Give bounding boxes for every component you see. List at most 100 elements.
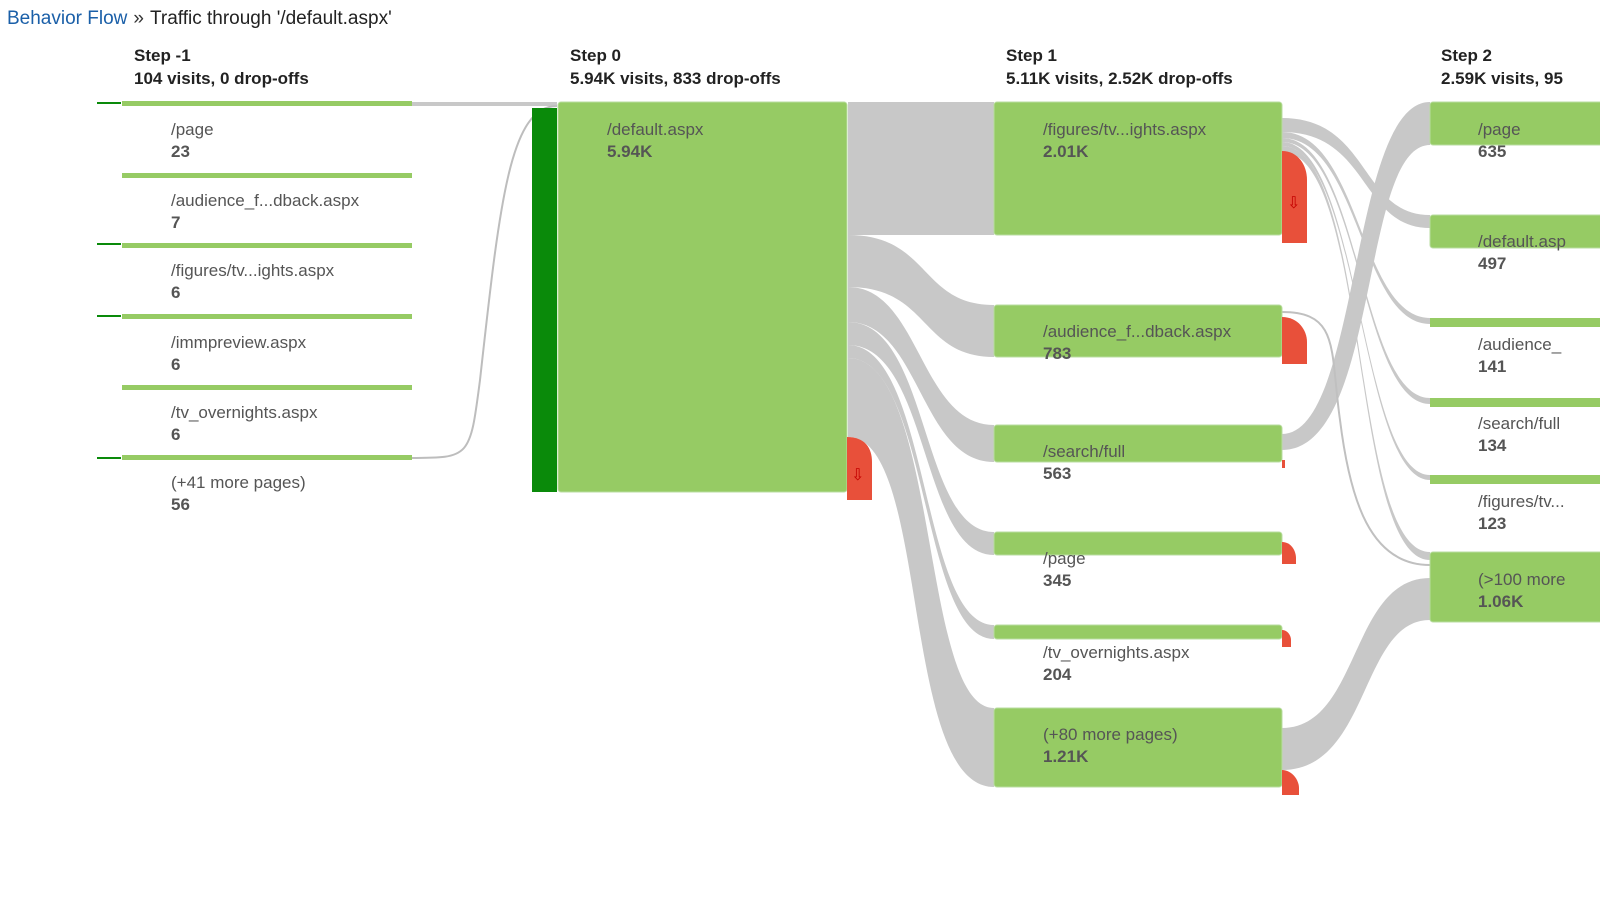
node-label: /default.aspx [607,120,704,139]
node-value: 141 [1478,357,1506,376]
node-value: 7 [171,213,180,232]
node-label: (+80 more pages) [1043,725,1178,744]
step-title: Step 2 [1441,46,1492,65]
flow-link[interactable] [1282,102,1430,450]
step-title: Step -1 [134,46,191,65]
flow-link[interactable] [1282,578,1430,770]
dropoff-marker[interactable] [847,437,872,500]
step-summary: 104 visits, 0 drop-offs [134,69,309,88]
node-default-aspx[interactable] [557,101,848,493]
node-tv-overnights[interactable] [993,624,1283,640]
node-bar[interactable] [122,173,412,178]
node-label: /figures/tv...ights.aspx [171,261,335,280]
node-label: /search/full [1478,414,1560,433]
step0-nodes: ⇩ /default.aspx 5.94K [532,101,872,500]
step1-nodes: ⇩ /figures/tv...ights.aspx 2.01K /audien… [993,101,1307,795]
node-label: /audience_f...dback.aspx [171,191,360,210]
node-bar[interactable] [122,455,412,460]
step-minus1-nodes: /page 23 /audience_f...dback.aspx 7 /fig… [97,101,412,514]
step2-nodes: /page 635 /default.asp 497 /audience_ 14… [1429,101,1600,623]
node-more-pages[interactable] [1429,551,1600,623]
step-title: Step 1 [1006,46,1057,65]
flow-link[interactable] [409,105,558,459]
node-value: 1.06K [1478,592,1524,611]
breadcrumb-separator: » [133,8,144,29]
node-page[interactable] [1429,101,1600,146]
flow-link[interactable] [848,102,994,235]
node-value: 1.21K [1043,747,1089,766]
step-header-1: Step 1 5.11K visits, 2.52K drop-offs [1006,46,1233,88]
node-label: /default.asp [1478,232,1566,251]
node-value: 635 [1478,142,1506,161]
node-value: 6 [171,355,180,374]
node-label: /audience_f...dback.aspx [1043,322,1232,341]
node-value: 783 [1043,344,1071,363]
node-label: /figures/tv... [1478,492,1565,511]
node-label: (>100 more [1478,570,1565,589]
node-value: 134 [1478,436,1507,455]
node-bar[interactable] [122,243,412,248]
breadcrumb-current: Traffic through '/default.aspx' [149,8,392,29]
starting-pages-bar [532,108,557,492]
node-bar[interactable] [122,385,412,390]
node-search-full[interactable] [993,424,1283,463]
node-more-pages[interactable] [993,707,1283,788]
dropoff-marker[interactable] [1282,542,1296,564]
step-summary: 2.59K visits, 95 [1441,69,1563,88]
dropoff-marker[interactable] [1282,151,1307,243]
flow-connections [409,102,1431,787]
node-label: /audience_ [1478,335,1562,354]
down-arrow-icon: ⇩ [851,467,864,484]
flow-link[interactable] [848,287,994,462]
step-header-minus1: Step -1 104 visits, 0 drop-offs [134,46,309,88]
entry-tick [97,243,121,245]
node-label: /page [1043,549,1086,568]
node-bar[interactable] [122,314,412,319]
node-value: 56 [171,495,190,514]
node-page[interactable] [993,531,1283,556]
dropoff-marker[interactable] [1282,317,1307,364]
node-label: /search/full [1043,442,1125,461]
node-label: /page [1478,120,1521,139]
step-header-0: Step 0 5.94K visits, 833 drop-offs [570,46,781,88]
breadcrumb: Behavior Flow» Traffic through '/default.… [7,8,392,30]
node-value: 23 [171,142,190,161]
node-value: 6 [171,283,180,302]
flow-link[interactable] [1281,311,1431,566]
step-title: Step 0 [570,46,621,65]
node-label: /page [171,120,214,139]
node-label: /figures/tv...ights.aspx [1043,120,1207,139]
node-label: /immpreview.aspx [171,333,307,352]
step-summary: 5.11K visits, 2.52K drop-offs [1006,69,1233,88]
flow-link[interactable] [848,322,994,555]
node-audience[interactable] [1430,318,1600,327]
node-label: /tv_overnights.aspx [1043,643,1190,662]
node-search-full[interactable] [1430,398,1600,407]
step-summary: 5.94K visits, 833 drop-offs [570,69,781,88]
entry-tick [97,457,121,459]
dropoff-marker[interactable] [1282,460,1285,468]
entry-tick [97,102,121,104]
node-value: 5.94K [607,142,653,161]
flow-link[interactable] [848,358,994,787]
flow-link[interactable] [1282,118,1430,228]
step-header-2: Step 2 2.59K visits, 95 [1441,46,1563,88]
breadcrumb-behavior-flow-link[interactable]: Behavior Flow [7,8,128,29]
node-value: 2.01K [1043,142,1089,161]
dropoff-marker[interactable] [1282,630,1291,647]
node-default-aspx[interactable] [1429,214,1600,249]
node-value: 123 [1478,514,1506,533]
node-value: 563 [1043,464,1071,483]
node-label: /tv_overnights.aspx [171,403,318,422]
node-label: (+41 more pages) [171,473,306,492]
node-bar[interactable] [122,101,412,106]
dropoff-marker[interactable] [1282,770,1299,795]
node-figures-tv[interactable] [1430,475,1600,484]
flow-link[interactable] [848,235,994,357]
flow-link[interactable] [410,102,557,106]
down-arrow-icon: ⇩ [1287,195,1300,212]
entry-tick [97,315,121,317]
node-value: 345 [1043,571,1071,590]
node-value: 204 [1043,665,1072,684]
